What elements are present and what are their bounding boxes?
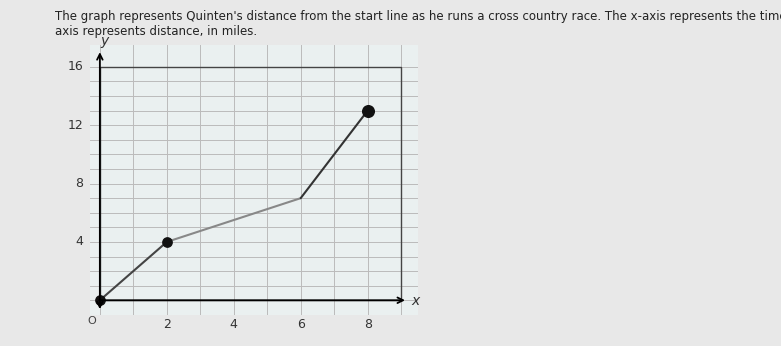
Point: [94, 298, 106, 303]
Text: y: y: [101, 34, 109, 48]
Text: 8: 8: [364, 318, 372, 331]
Text: 12: 12: [67, 119, 83, 132]
Text: x: x: [411, 294, 419, 308]
Text: 16: 16: [67, 60, 83, 73]
Point: [161, 239, 173, 245]
Text: The graph represents Quinten's distance from the start line as he runs a cross c: The graph represents Quinten's distance …: [55, 10, 781, 38]
Point: [362, 108, 374, 113]
Text: 6: 6: [297, 318, 305, 331]
Text: O: O: [87, 316, 96, 326]
Text: 4: 4: [75, 235, 83, 248]
Text: 8: 8: [75, 177, 83, 190]
Text: 4: 4: [230, 318, 237, 331]
Text: 2: 2: [163, 318, 171, 331]
